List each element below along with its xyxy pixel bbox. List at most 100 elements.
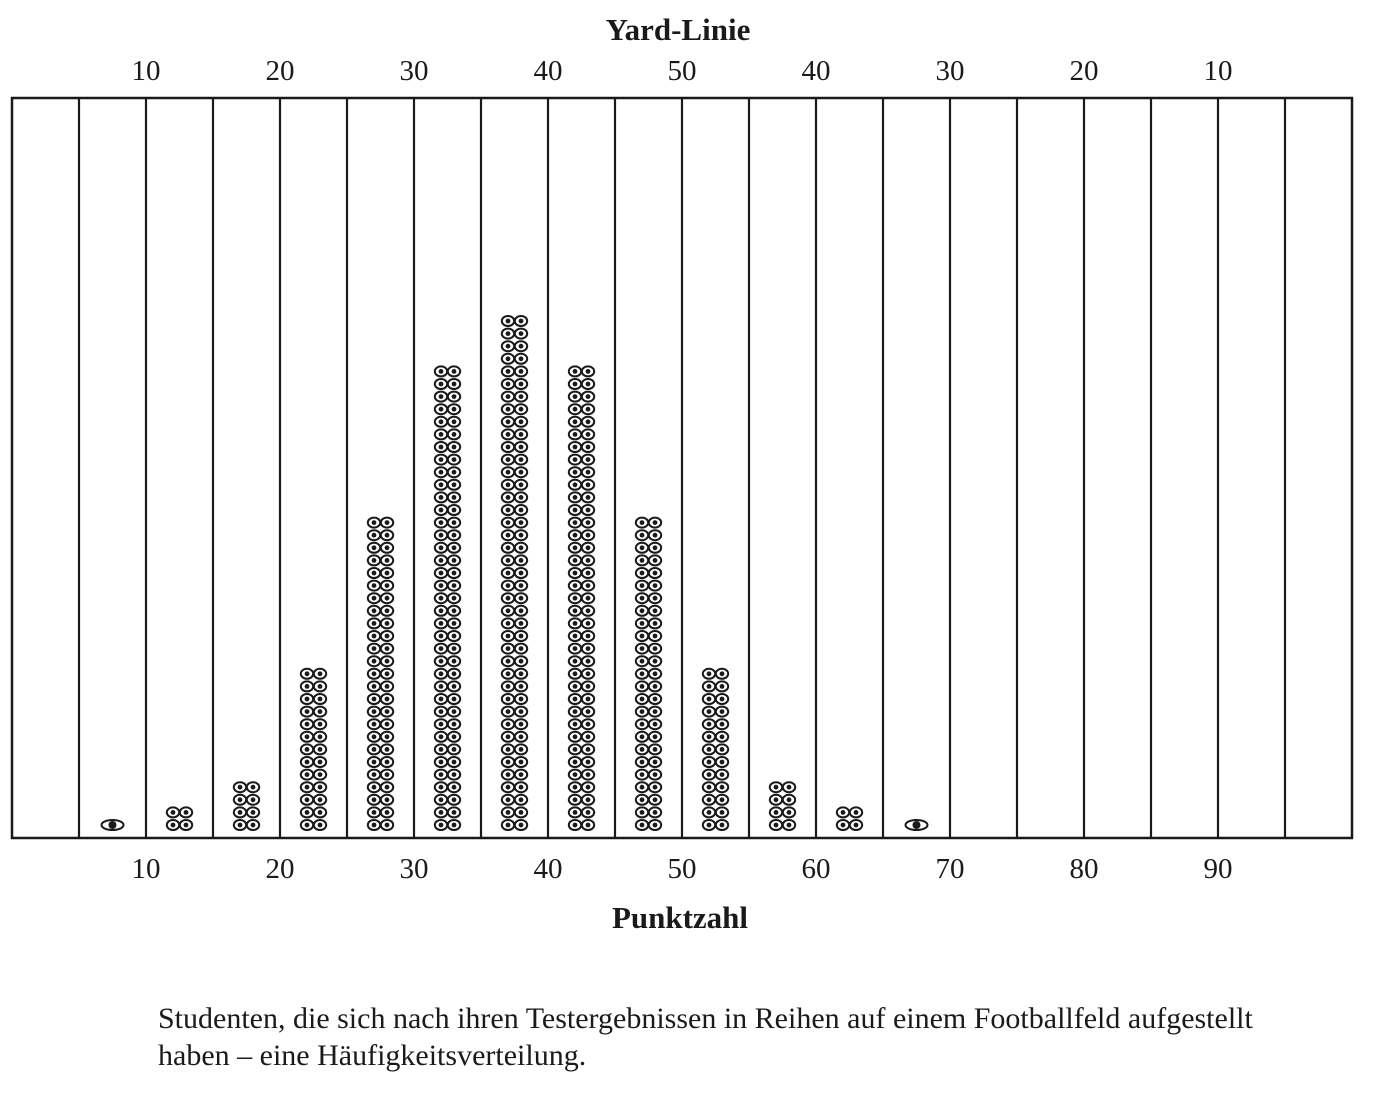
data-dot-center — [250, 797, 256, 803]
top-tick-label: 10 — [1204, 55, 1233, 87]
data-dot-center — [719, 684, 725, 689]
data-dot-center — [572, 482, 578, 488]
data-dot — [580, 630, 596, 642]
data-dot-center — [384, 696, 390, 702]
data-dot-center — [384, 734, 390, 740]
data-dot-center — [639, 658, 645, 664]
data-dot — [580, 743, 596, 756]
dot-stack — [500, 315, 529, 831]
data-dot-center — [451, 684, 457, 689]
data-dot-center — [652, 621, 658, 626]
data-dot — [513, 793, 529, 806]
data-dot-center — [585, 381, 591, 387]
data-dot-center — [451, 545, 457, 551]
data-dot — [647, 554, 663, 567]
data-dot — [580, 730, 596, 743]
data-dot — [580, 390, 596, 403]
data-dot-center — [518, 734, 524, 740]
data-dot-center — [451, 797, 457, 803]
data-dot — [647, 781, 663, 794]
data-dot-center — [585, 772, 591, 777]
data-dot-center — [451, 810, 457, 815]
data-dot — [580, 378, 596, 390]
data-dot-center — [719, 696, 725, 702]
data-dot-center — [451, 406, 457, 412]
data-dot — [580, 793, 596, 806]
data-dot-center — [572, 810, 578, 815]
data-dot-center — [384, 545, 390, 551]
data-dot — [446, 718, 462, 731]
data-dot — [513, 756, 529, 768]
data-dot-center — [572, 696, 578, 702]
data-dot — [580, 491, 596, 504]
data-dot-center — [438, 608, 444, 614]
data-dot-center — [384, 595, 390, 601]
data-dot — [580, 365, 596, 378]
data-dot — [513, 693, 529, 705]
data-dot — [446, 819, 462, 831]
data-dot-center — [652, 558, 658, 563]
data-dot-center — [706, 810, 712, 815]
data-dot-center — [371, 721, 377, 727]
data-dot-center — [438, 595, 444, 601]
data-dot-center — [438, 646, 444, 651]
data-dot-center — [438, 369, 444, 374]
data-dot — [580, 415, 596, 428]
data-dot — [647, 730, 663, 743]
data-dot-center — [384, 822, 390, 828]
data-dot-center — [518, 696, 524, 702]
data-dot-center — [572, 570, 578, 576]
data-dot-center — [639, 545, 645, 551]
data-dot-center — [317, 772, 323, 777]
data-dot-center — [706, 747, 712, 752]
data-dot-center — [505, 406, 511, 412]
data-dot-center — [384, 721, 390, 727]
data-dot — [714, 768, 730, 781]
bottom-tick-label: 10 — [132, 853, 161, 885]
data-dot-center — [639, 684, 645, 689]
data-dot — [513, 718, 529, 731]
data-dot-center — [451, 583, 457, 588]
data-dot — [513, 781, 529, 794]
data-dot — [714, 806, 730, 819]
data-dot-center — [451, 369, 457, 374]
data-dot — [513, 428, 529, 441]
data-dot-center — [585, 684, 591, 689]
data-dot — [379, 718, 395, 731]
data-dot — [513, 478, 529, 491]
data-dot — [178, 819, 194, 831]
data-dot-center — [438, 419, 444, 425]
data-dot — [446, 604, 462, 617]
data-dot — [513, 441, 529, 453]
data-dot-center — [652, 822, 658, 828]
data-dot — [379, 756, 395, 768]
data-dot-center — [438, 545, 444, 551]
data-dot — [513, 554, 529, 567]
data-dot-center — [505, 444, 511, 450]
data-dot-center — [438, 532, 444, 538]
figure-caption: Studenten, die sich nach ihren Testergeb… — [158, 1000, 1373, 1074]
data-dot-center — [317, 721, 323, 727]
data-dot — [513, 705, 529, 718]
data-dot-center — [518, 797, 524, 803]
data-dot-center — [451, 532, 457, 538]
data-dot — [714, 781, 730, 794]
data-dot-center — [518, 318, 524, 324]
data-dot-center — [585, 583, 591, 588]
data-dot — [379, 642, 395, 655]
data-dot — [446, 390, 462, 403]
data-dot-center — [451, 595, 457, 601]
data-dot — [580, 718, 596, 731]
data-dot — [446, 693, 462, 705]
data-dot-center — [518, 482, 524, 488]
data-dot-center — [572, 772, 578, 777]
bottom-tick-label: 50 — [668, 853, 697, 885]
data-dot-center — [384, 646, 390, 651]
top-tick-label: 30 — [936, 55, 965, 87]
top-tick-label: 20 — [266, 55, 295, 87]
data-dot-center — [518, 709, 524, 714]
data-dot — [580, 667, 596, 680]
data-dot — [647, 806, 663, 819]
data-dot-center — [518, 621, 524, 626]
dot-stack — [165, 806, 194, 831]
